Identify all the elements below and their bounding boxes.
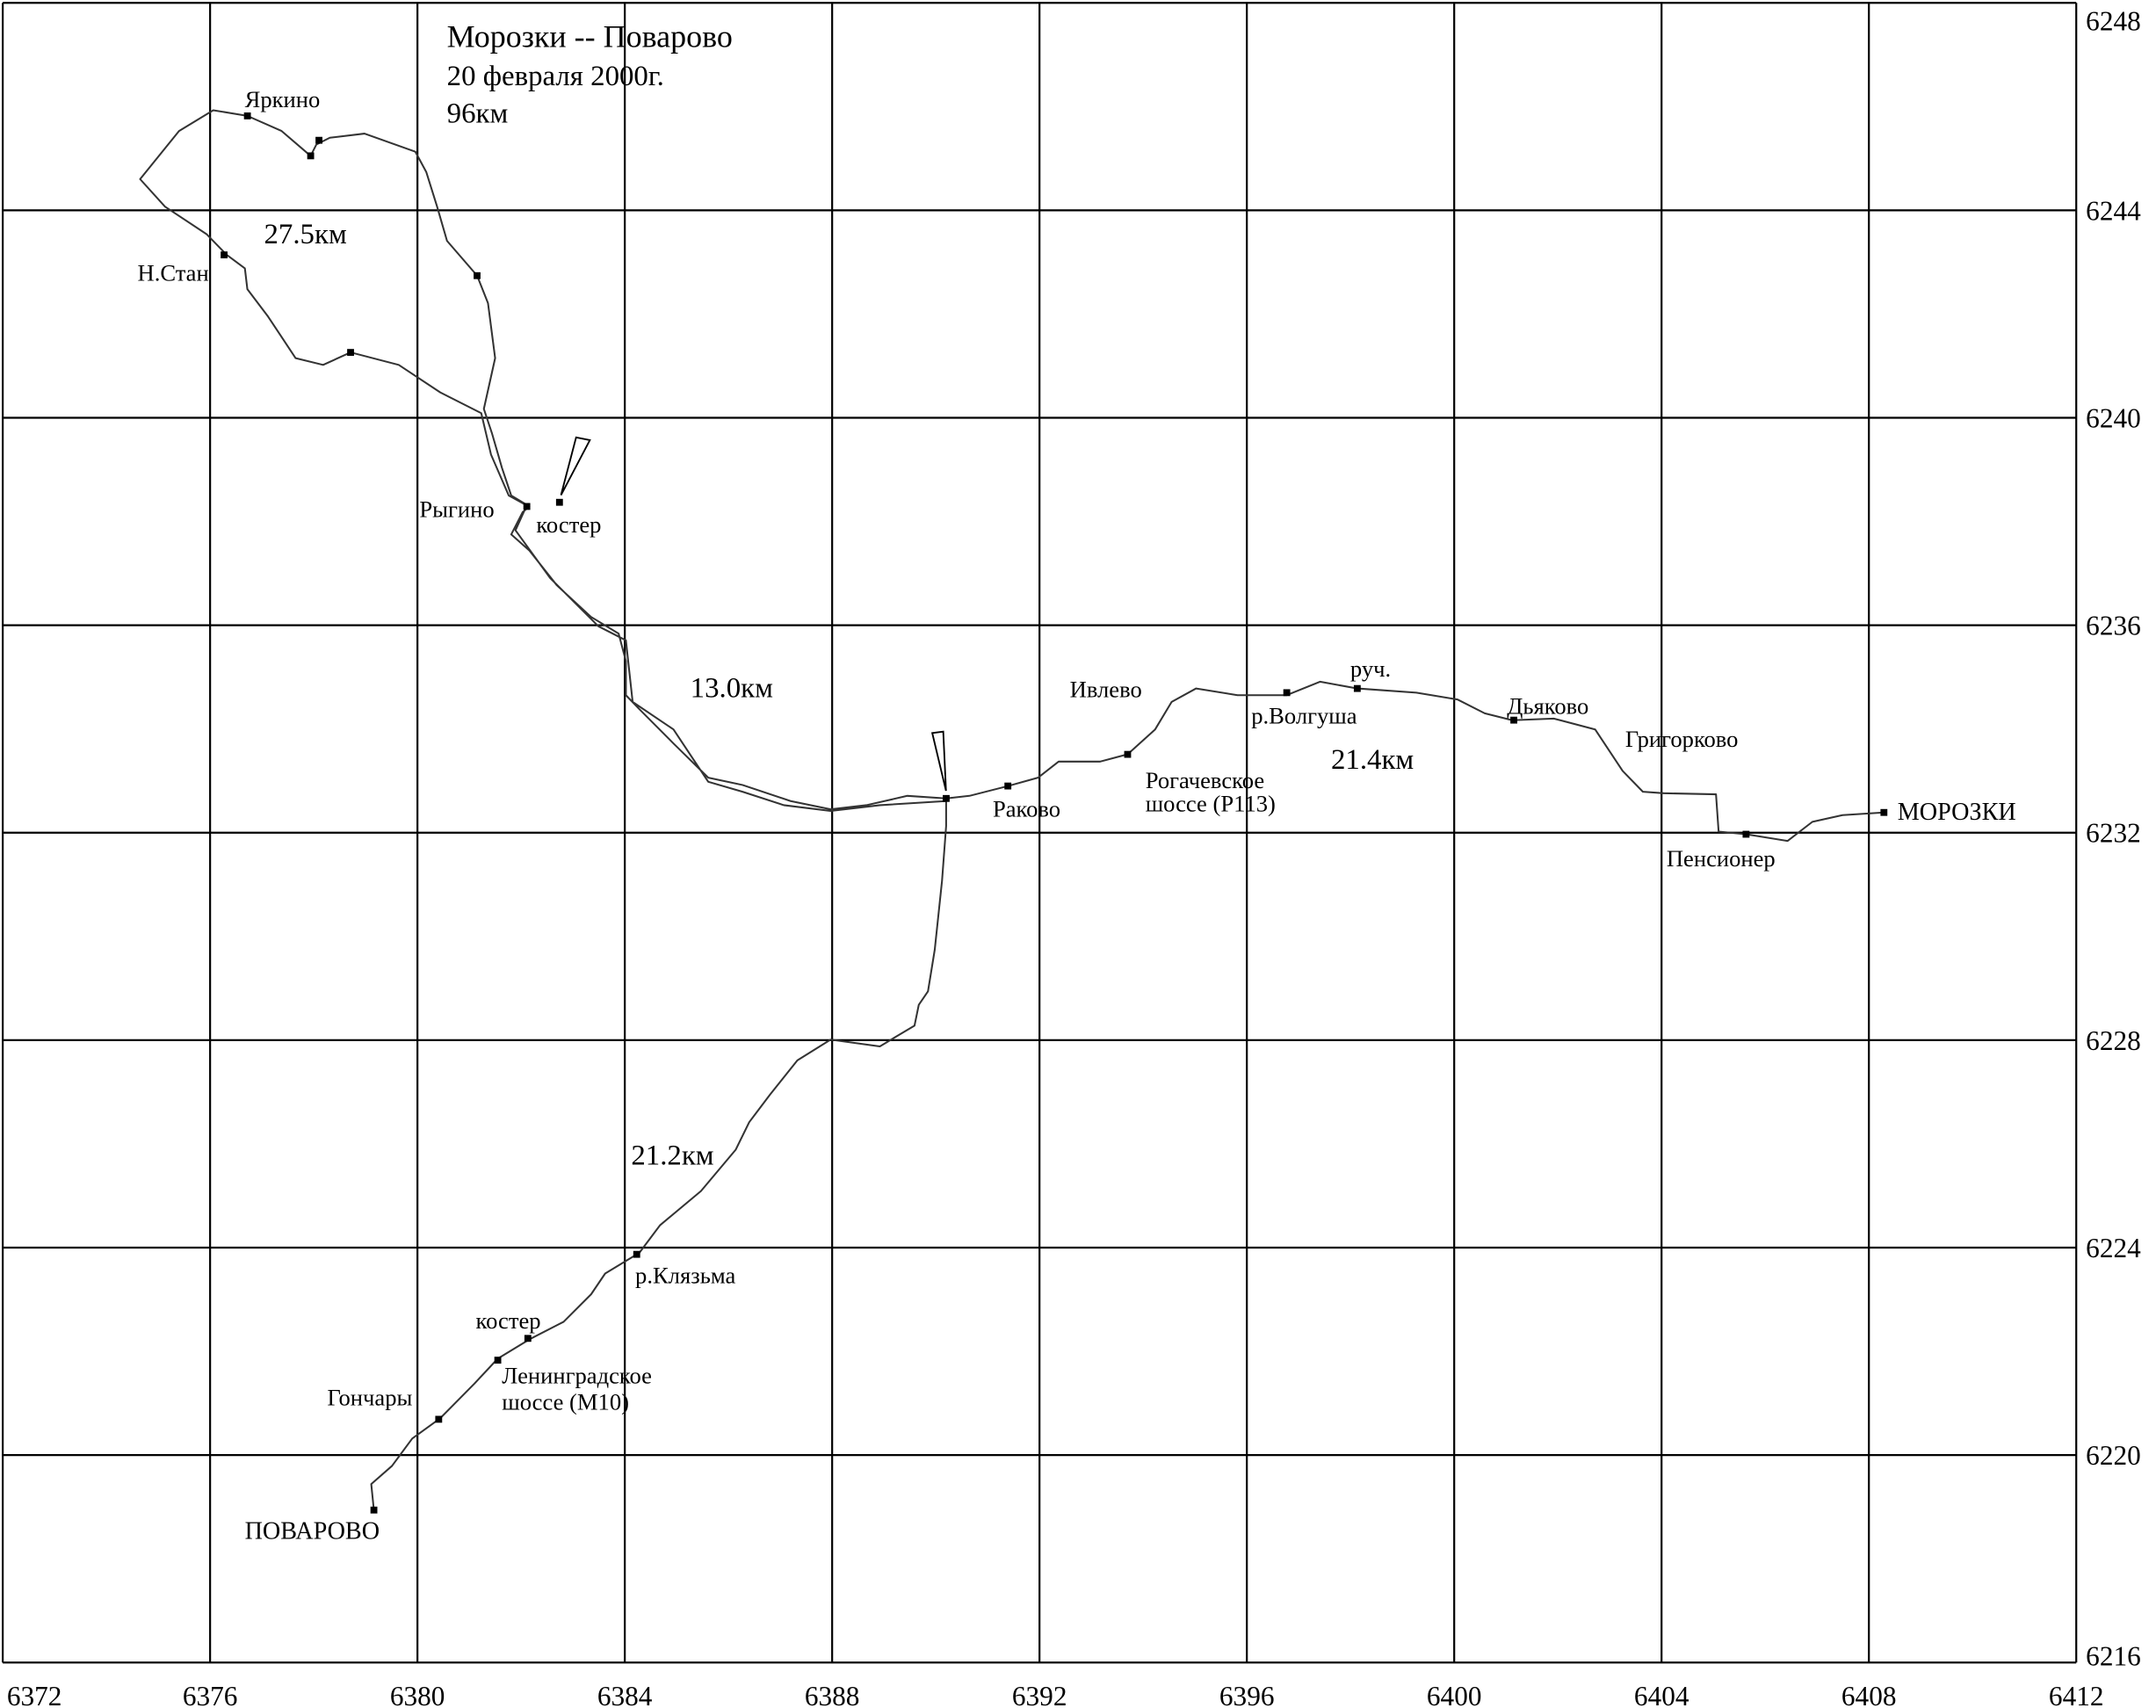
waypoint [1124,750,1132,758]
waypoint [307,152,315,160]
y-tick-label: 6232 [2086,818,2141,849]
y-tick-label: 6248 [2086,6,2141,37]
place-label: Григорково [1625,726,1739,752]
track [139,109,1885,1510]
place-label: Дьяково [1507,692,1588,719]
waypoint [435,1415,443,1423]
title-line: 96км [447,98,509,129]
place-label: р.Волгуша [1251,702,1357,728]
waypoint [1004,782,1012,790]
distance-label: 27.5км [264,219,346,250]
y-tick-label: 6236 [2086,611,2141,641]
place-label: ПОВАРОВО [245,1517,380,1545]
title-line: Морозки -- Поварово [447,18,733,54]
x-tick-label: 6376 [183,1681,238,1708]
x-tick-label: 6384 [597,1681,653,1708]
x-tick-label: 6400 [1427,1681,1482,1708]
waypoint [524,1335,532,1343]
x-tick-label: 6404 [1634,1681,1689,1708]
x-tick-label: 6388 [805,1681,860,1708]
waypoint [943,794,950,802]
waypoint [370,1506,378,1514]
waypoint [633,1250,640,1258]
place-label: шоссе (Р113) [1146,790,1276,816]
waypoint [1353,684,1361,692]
place-label: Ленинградское [502,1363,652,1389]
place-label: шоссе (М10) [502,1388,629,1415]
place-label: Раково [993,796,1060,822]
distance-label: 21.2км [631,1140,713,1172]
waypoint [1283,689,1291,697]
waypoint [1510,716,1517,724]
x-tick-label: 6392 [1012,1681,1067,1708]
y-tick-label: 6216 [2086,1640,2141,1671]
y-tick-label: 6228 [2086,1025,2141,1056]
waypoint [474,271,481,279]
place-label: Рыгино [419,496,494,523]
distance-label: 13.0км [691,673,773,705]
place-label: костер [476,1307,541,1334]
waypoint [1880,808,1888,816]
x-tick-label: 6412 [2049,1681,2104,1708]
x-tick-label: 6408 [1841,1681,1897,1708]
waypoint [221,251,228,259]
flag [930,730,947,792]
place-label: р.Клязьма [635,1262,735,1288]
waypoint [555,498,563,506]
waypoint [523,503,531,510]
y-tick-label: 6240 [2086,402,2141,433]
y-tick-label: 6244 [2086,195,2141,226]
y-tick-label: 6220 [2086,1440,2141,1471]
place-label: Гончары [327,1385,412,1411]
x-tick-label: 6380 [390,1681,445,1708]
waypoint [315,136,322,144]
waypoint [1742,830,1750,838]
distance-label: 21.4км [1331,744,1414,776]
waypoint [243,112,251,119]
place-label: костер [536,511,601,538]
place-label: Рогачевское [1146,767,1264,793]
flag [560,436,591,496]
x-tick-label: 6372 [7,1681,62,1708]
place-label: Ивлево [1070,677,1142,703]
place-label: руч. [1350,655,1391,682]
x-tick-label: 6396 [1219,1681,1275,1708]
place-label: Н.Стан [138,259,209,286]
waypoint [494,1357,502,1364]
place-label: МОРОЗКИ [1898,799,2016,826]
place-label: Яркино [245,86,321,112]
place-label: Пенсионер [1667,845,1776,872]
title-line: 20 февраля 2000г. [447,61,664,92]
waypoint [347,349,354,357]
y-tick-label: 6224 [2086,1233,2141,1263]
